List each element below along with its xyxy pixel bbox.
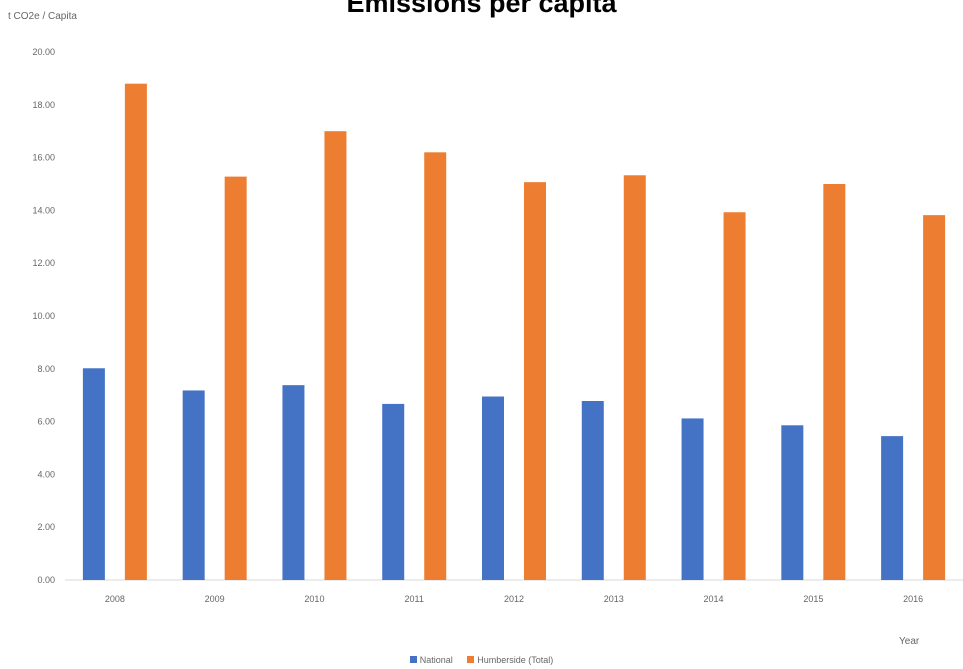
bar-humberside-2015: [823, 184, 846, 580]
bar-humberside-2009: [224, 176, 247, 580]
y-tick-label: 2.00: [37, 522, 55, 532]
bar-humberside-2014: [723, 212, 746, 581]
x-axis: 2008 2009 2010 2011 2012 2013 2014 2015 2016: [105, 594, 923, 604]
y-tick-label: 14.00: [32, 205, 55, 215]
y-tick-label: 20.00: [32, 47, 55, 57]
bar-national-2010: [282, 385, 305, 580]
bar-national-2013: [581, 401, 604, 580]
bar-humberside-2011: [424, 152, 447, 580]
legend-swatch-national: [409, 656, 417, 663]
bar-national-2016: [881, 436, 904, 580]
bar-humberside-2013: [623, 175, 646, 580]
bar-national-2014: [681, 418, 704, 580]
y-tick-label: 10.00: [32, 311, 55, 321]
y-tick-label: 16.00: [32, 153, 55, 163]
x-axis-title: Year: [899, 636, 920, 647]
legend-swatch-humberside: [467, 656, 475, 663]
y-tick-label: 4.00: [37, 469, 55, 479]
bar-humberside-2008: [124, 83, 147, 581]
x-tick-label: 2014: [704, 594, 724, 604]
bar-humberside-2012: [524, 182, 546, 581]
bar-humberside-2010: [324, 131, 347, 580]
y-tick-label: 0.00: [37, 575, 55, 585]
y-tick-label: 8.00: [37, 364, 55, 374]
x-tick-label: 2016: [903, 594, 923, 604]
legend-item-national: National: [409, 655, 453, 665]
legend: National Humberside (Total): [0, 655, 963, 665]
bar-national-2015: [781, 425, 804, 580]
y-axis: 0.00 2.00 4.00 6.00 8.00 10.00 12.00 14.00 16.00…: [32, 47, 963, 585]
x-tick-label: 2008: [105, 594, 125, 604]
bar-national-2009: [182, 390, 205, 580]
bar-humberside-2016: [923, 215, 946, 581]
y-axis-title: t CO2e / Capita: [8, 11, 77, 22]
x-tick-label: 2009: [205, 594, 225, 604]
legend-item-humberside: Humberside (Total): [467, 655, 553, 665]
legend-label-national: National: [419, 655, 453, 665]
y-tick-label: 12.00: [32, 258, 55, 268]
x-tick-label: 2013: [604, 594, 624, 604]
bars: [82, 83, 946, 581]
y-tick-label: 18.00: [32, 100, 55, 110]
legend-label-humberside: Humberside (Total): [477, 655, 554, 665]
y-tick-label: 6.00: [37, 417, 55, 427]
bar-national-2012: [482, 396, 504, 580]
bar-national-2011: [382, 403, 405, 580]
chart-title: Emissions per capita: [346, 0, 617, 18]
x-tick-label: 2010: [304, 594, 324, 604]
x-tick-label: 2012: [504, 594, 524, 604]
x-tick-label: 2015: [803, 594, 823, 604]
bar-national-2008: [82, 368, 105, 580]
x-tick-label: 2011: [405, 594, 424, 604]
